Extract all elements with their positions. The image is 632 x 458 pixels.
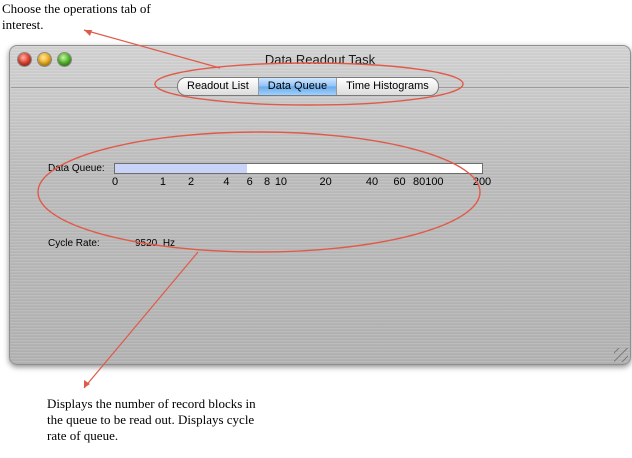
tab-data-queue[interactable]: Data Queue xyxy=(258,78,338,95)
scale-tick-label: 80 xyxy=(412,176,426,188)
scale-tick-label: 4 xyxy=(223,176,230,188)
scale-tick-label: 0 xyxy=(111,176,119,188)
callout-arrowhead-icon xyxy=(84,380,90,388)
minimize-window-button[interactable] xyxy=(38,53,51,66)
data-queue-scale: 0 1 2 4 6 8 10 20 40 60 80 100 200 xyxy=(111,176,491,196)
close-window-button[interactable] xyxy=(18,53,31,66)
callout-queue-description: Displays the number of record blocks in … xyxy=(47,396,256,443)
cycle-rate-unit: Hz xyxy=(162,238,176,249)
operations-tab-bar: Readout List Data Queue Time Histograms xyxy=(177,77,439,96)
resize-grip-icon[interactable] xyxy=(614,348,628,362)
scale-tick-label: 10 xyxy=(274,176,288,188)
scale-tick-label: 2 xyxy=(187,176,195,188)
queue-highlight-ellipse xyxy=(37,131,481,253)
tab-time-histograms[interactable]: Time Histograms xyxy=(346,80,429,92)
scale-tick-label: 200 xyxy=(472,176,492,188)
callout-choose-tab: Choose the operations tab of interest. xyxy=(2,1,151,32)
scale-tick-label: 40 xyxy=(365,176,379,188)
tab-highlight-ellipse xyxy=(154,62,464,106)
data-readout-window: Data Readout Task Readout List Data Queu… xyxy=(9,45,631,365)
callout-arrow-line xyxy=(83,29,221,69)
scale-tick-label: 100 xyxy=(425,176,444,188)
zoom-window-button[interactable] xyxy=(58,53,71,66)
data-queue-fill xyxy=(115,164,248,173)
tab-readout-list[interactable]: Readout List xyxy=(178,78,259,95)
cycle-rate-label: Cycle Rate: xyxy=(48,238,100,249)
scale-tick-label: 6 xyxy=(246,176,253,188)
scale-tick-label: 60 xyxy=(393,176,406,188)
callout-arrow-line xyxy=(83,251,199,389)
scale-tick-label: 20 xyxy=(319,176,332,188)
callout-arrowhead-icon xyxy=(84,30,92,36)
data-queue-label: Data Queue: xyxy=(48,163,105,174)
scale-tick-label: 8 xyxy=(263,176,271,188)
data-queue-level-bar xyxy=(114,163,483,174)
scale-tick-label: 1 xyxy=(159,176,167,188)
